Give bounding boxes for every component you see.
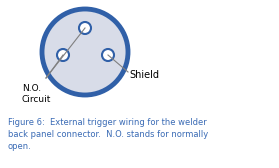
- Circle shape: [42, 9, 128, 95]
- Circle shape: [79, 22, 91, 34]
- Text: Figure 6:  External trigger wiring for the welder
back panel connector.  N.O. st: Figure 6: External trigger wiring for th…: [8, 118, 208, 151]
- Text: Shield: Shield: [129, 70, 159, 80]
- Circle shape: [102, 49, 114, 61]
- Text: N.O.
Circuit: N.O. Circuit: [22, 84, 51, 104]
- Circle shape: [57, 49, 69, 61]
